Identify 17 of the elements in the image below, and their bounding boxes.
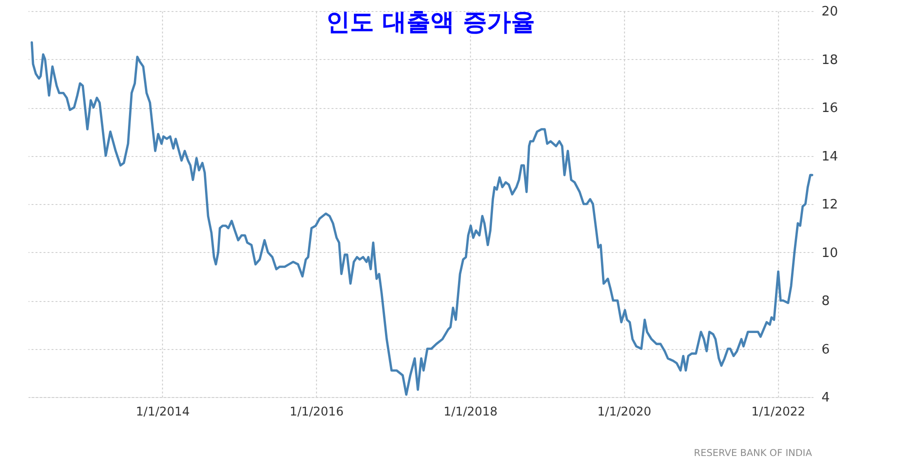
y-tick-label: 8 <box>822 294 830 309</box>
text: RESERVE BANK OF INDIA <box>694 448 812 459</box>
y-tick-label: 6 <box>822 342 830 358</box>
x-tick-label: 1/1/2016 <box>290 404 344 418</box>
y-tick-label: 12 <box>822 198 838 212</box>
y-tick-label: 16 <box>822 101 838 116</box>
chart-title: 인도 대출액 증가율 <box>326 8 535 36</box>
y-tick-label: 10 <box>822 246 838 261</box>
x-tick-label: 1/1/2020 <box>597 404 652 418</box>
line-series <box>30 41 814 396</box>
y-tick-label: 20 <box>822 4 838 20</box>
x-tick-label: 1/1/2014 <box>136 404 190 418</box>
y-tick-label: 18 <box>822 52 838 68</box>
x-tick-label: 1/1/2018 <box>444 404 498 418</box>
y-tick-label: 14 <box>822 149 838 164</box>
y-tick-label: 4 <box>822 390 830 406</box>
x-tick-label: 1/1/2022 <box>751 404 806 418</box>
